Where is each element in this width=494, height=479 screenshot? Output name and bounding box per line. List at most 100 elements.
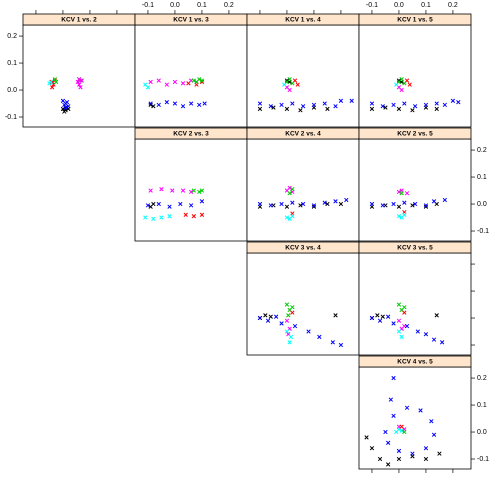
- point: [284, 302, 290, 307]
- y-tick-label: 0.0: [477, 201, 487, 208]
- point: [317, 334, 322, 340]
- point: [287, 191, 292, 196]
- point: [399, 424, 404, 429]
- point: [369, 446, 375, 451]
- point: [148, 79, 153, 85]
- panel: [358, 366, 472, 470]
- y-tick-label: 0.0: [477, 429, 487, 436]
- point: [191, 188, 196, 193]
- point: [199, 212, 205, 217]
- point: [402, 429, 407, 435]
- point: [191, 214, 196, 219]
- point: [183, 212, 188, 217]
- point: [311, 204, 317, 209]
- point: [338, 98, 344, 103]
- point: [399, 334, 404, 340]
- point: [48, 79, 53, 85]
- point: [423, 446, 429, 451]
- point: [197, 77, 202, 82]
- point: [78, 85, 83, 90]
- point: [385, 462, 391, 467]
- point: [423, 102, 429, 108]
- strip-title: KCV 1 vs. 4: [285, 17, 321, 24]
- point: [407, 82, 412, 87]
- point: [410, 451, 415, 456]
- x-tick-label: 0.0: [394, 2, 404, 9]
- y-tick-label: 0.2: [477, 375, 487, 382]
- point: [295, 82, 300, 87]
- point: [399, 191, 404, 196]
- point: [385, 440, 391, 445]
- point: [167, 214, 172, 219]
- point: [439, 340, 445, 345]
- strip-title: KCV 2 vs. 5: [397, 131, 433, 138]
- point: [311, 102, 317, 108]
- point: [404, 78, 410, 83]
- panel: [246, 138, 360, 242]
- point: [290, 305, 295, 310]
- point: [268, 314, 273, 319]
- point: [197, 189, 202, 195]
- point: [167, 204, 172, 209]
- point: [279, 321, 284, 326]
- point: [164, 82, 169, 87]
- point: [180, 104, 186, 109]
- x-tick-label: -0.1: [142, 2, 154, 9]
- point: [62, 102, 67, 108]
- point: [292, 78, 298, 83]
- point: [442, 197, 447, 203]
- point: [322, 200, 327, 205]
- point: [257, 101, 263, 106]
- point: [148, 101, 153, 106]
- point: [306, 329, 311, 334]
- point: [415, 329, 420, 334]
- point: [76, 82, 82, 87]
- point: [178, 201, 183, 207]
- strip: [358, 355, 472, 368]
- point: [399, 77, 404, 82]
- point: [404, 323, 410, 329]
- panel: [134, 24, 248, 128]
- point: [257, 315, 263, 321]
- point: [377, 318, 383, 323]
- point: [333, 313, 338, 318]
- point: [49, 85, 55, 90]
- point: [188, 101, 194, 106]
- point: [369, 201, 375, 207]
- point: [391, 413, 396, 418]
- point: [156, 78, 161, 83]
- point: [369, 106, 375, 112]
- strip-title: KCV 4 vs. 5: [397, 359, 433, 366]
- point: [156, 102, 161, 108]
- point: [199, 199, 205, 204]
- point: [172, 101, 178, 106]
- point: [287, 77, 292, 82]
- point: [399, 87, 404, 93]
- point: [257, 106, 263, 112]
- point: [287, 340, 292, 345]
- point: [170, 188, 175, 193]
- point: [284, 318, 290, 323]
- point: [391, 201, 396, 207]
- point: [396, 214, 402, 219]
- point: [284, 106, 290, 112]
- strip-title: KCV 3 vs. 4: [285, 245, 321, 252]
- point: [199, 78, 205, 83]
- point: [311, 203, 317, 208]
- x-tick-label: -0.1: [366, 2, 378, 9]
- point: [423, 203, 429, 208]
- point: [429, 419, 434, 424]
- point: [268, 104, 273, 109]
- point: [402, 200, 407, 205]
- point: [338, 201, 344, 207]
- point: [364, 435, 369, 440]
- point: [292, 323, 298, 329]
- point: [383, 105, 388, 110]
- strip-title: KCV 2 vs. 3: [173, 131, 209, 138]
- strip-title: KCV 1 vs. 2: [61, 17, 97, 24]
- point: [423, 456, 429, 462]
- point: [396, 329, 402, 334]
- point: [62, 109, 67, 114]
- point: [290, 187, 295, 192]
